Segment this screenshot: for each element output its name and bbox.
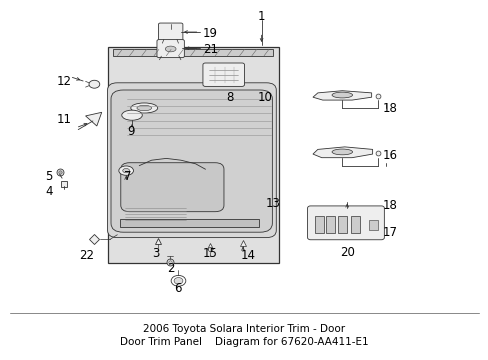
Text: 22: 22	[80, 249, 94, 262]
Ellipse shape	[122, 110, 142, 120]
Polygon shape	[312, 91, 371, 100]
Ellipse shape	[119, 166, 133, 175]
Text: 14: 14	[240, 249, 255, 262]
Bar	[314, 216, 323, 233]
Bar	[325, 216, 334, 233]
Text: Door Trim Panel    Diagram for 67620-AA411-E1: Door Trim Panel Diagram for 67620-AA411-…	[120, 337, 368, 347]
Ellipse shape	[171, 275, 185, 286]
Ellipse shape	[331, 92, 352, 98]
Text: 19: 19	[203, 27, 218, 40]
Text: 13: 13	[265, 197, 280, 210]
Text: 17: 17	[382, 226, 397, 239]
Text: 20: 20	[339, 246, 354, 258]
Text: 8: 8	[225, 91, 233, 104]
Text: 10: 10	[257, 91, 272, 104]
Text: 18: 18	[382, 199, 397, 212]
Bar	[338, 216, 346, 233]
Text: 16: 16	[382, 149, 397, 162]
FancyBboxPatch shape	[307, 206, 384, 240]
Text: 4: 4	[45, 185, 53, 198]
FancyBboxPatch shape	[158, 23, 183, 41]
FancyBboxPatch shape	[107, 83, 276, 238]
Ellipse shape	[165, 46, 176, 52]
FancyBboxPatch shape	[157, 40, 184, 58]
Text: 12: 12	[57, 75, 72, 88]
Polygon shape	[85, 112, 102, 126]
Text: 5: 5	[45, 170, 53, 183]
FancyBboxPatch shape	[111, 90, 272, 232]
Bar	[350, 216, 359, 233]
Text: 15: 15	[203, 247, 217, 260]
Bar	[120, 219, 259, 227]
Bar	[368, 220, 377, 230]
Polygon shape	[312, 147, 372, 158]
Text: 18: 18	[382, 102, 397, 114]
Text: 2: 2	[167, 262, 175, 275]
Text: 3: 3	[151, 247, 159, 260]
Ellipse shape	[89, 80, 100, 88]
FancyBboxPatch shape	[203, 63, 244, 86]
Ellipse shape	[174, 278, 183, 284]
Bar	[113, 49, 272, 56]
Text: 7: 7	[124, 170, 132, 183]
Ellipse shape	[137, 105, 151, 111]
Text: 9: 9	[127, 125, 135, 138]
Ellipse shape	[130, 103, 157, 113]
Text: 21: 21	[203, 43, 218, 56]
Ellipse shape	[331, 149, 352, 155]
Text: 6: 6	[173, 282, 181, 295]
FancyBboxPatch shape	[121, 163, 224, 212]
Text: 2006 Toyota Solara Interior Trim - Door: 2006 Toyota Solara Interior Trim - Door	[143, 324, 345, 334]
Polygon shape	[107, 47, 278, 263]
Text: 11: 11	[57, 113, 72, 126]
Ellipse shape	[122, 168, 129, 173]
Text: 1: 1	[257, 10, 265, 23]
